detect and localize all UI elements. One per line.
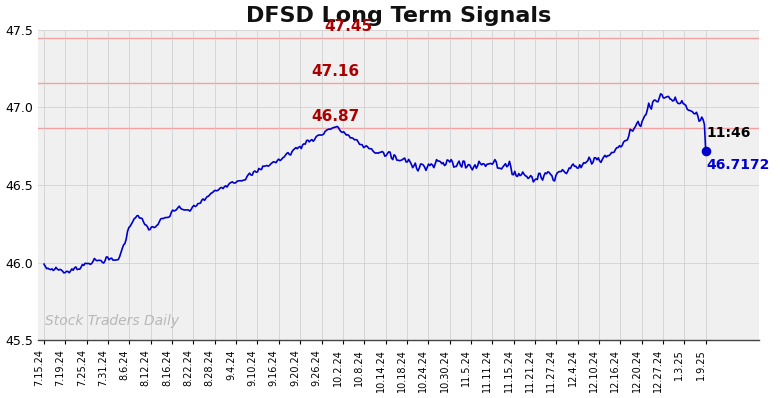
Text: 46.7172: 46.7172 <box>707 158 770 172</box>
Point <box>699 148 712 154</box>
Title: DFSD Long Term Signals: DFSD Long Term Signals <box>245 6 551 25</box>
Text: 47.45: 47.45 <box>325 19 372 34</box>
Text: 46.87: 46.87 <box>311 109 359 124</box>
Text: 11:46: 11:46 <box>707 127 751 140</box>
Text: Stock Traders Daily: Stock Traders Daily <box>45 314 179 328</box>
Text: 47.16: 47.16 <box>311 64 359 79</box>
